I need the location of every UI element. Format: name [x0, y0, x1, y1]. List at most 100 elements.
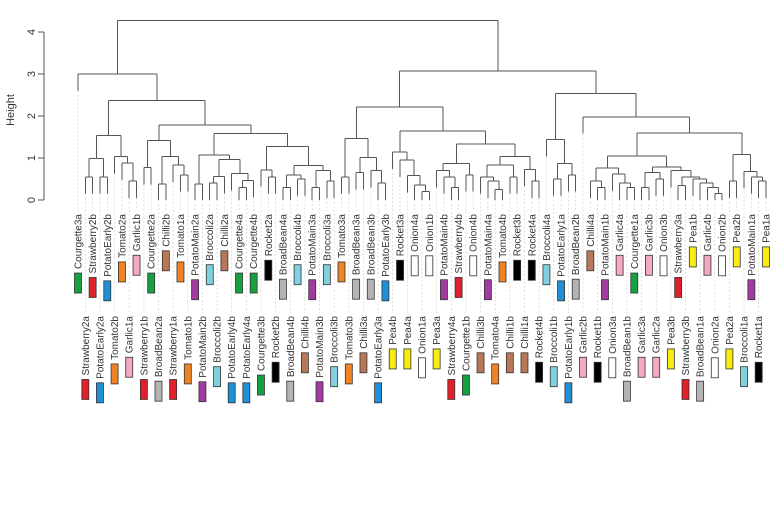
leaf-label: Pea4a: [403, 316, 414, 345]
crop-color-bar: [747, 279, 756, 301]
leaf-label: Strawberry2a: [81, 316, 92, 376]
leaf-label: PotatoEarly4a: [242, 316, 253, 379]
crop-color-bar: [440, 279, 448, 301]
leaf-label: Onion1a: [418, 316, 429, 354]
leaf-label: Pea2a: [725, 316, 736, 345]
crop-color-bar: [732, 246, 741, 268]
leaf-label: Pea3b: [666, 316, 677, 345]
leaf-label: Garlic4a: [615, 214, 626, 252]
crop-color-bar: [110, 363, 119, 385]
leaf-label: Garlic2b: [579, 316, 590, 354]
leaf-label: Tomato4b: [498, 214, 509, 258]
leaf-label: PotatoMain4b: [439, 214, 450, 276]
crop-color-bar: [81, 379, 90, 400]
leaf-label: PotatoEarly1a: [557, 214, 568, 277]
crop-color-bar: [88, 277, 97, 298]
leaf-label: Onion2b: [718, 214, 729, 252]
leaf-label: Chilli2b: [161, 214, 172, 247]
leaf-label: Rocket3a: [396, 214, 407, 257]
y-tick-label: 3: [26, 71, 38, 77]
crop-color-bar: [615, 254, 624, 276]
crop-color-bar: [161, 250, 170, 272]
crop-color-bar: [571, 278, 580, 300]
crop-color-bar: [213, 366, 221, 388]
crop-color-bar: [637, 356, 646, 378]
crop-color-bar: [147, 272, 156, 294]
crop-color-bar: [264, 259, 273, 281]
crop-color-bar: [279, 278, 287, 300]
crop-color-bar: [103, 280, 112, 302]
leaf-label: Chilli4a: [586, 214, 597, 247]
leaf-label: Broccoli1b: [549, 316, 560, 363]
leaf-labels: Courgette3a Strawberry2a Strawberry2b Potat…: [74, 214, 773, 404]
crop-color-bar: [601, 279, 609, 301]
crop-color-bar: [703, 254, 712, 276]
crop-color-bar: [666, 348, 675, 370]
crop-color-bar: [242, 382, 251, 404]
crop-color-bar: [630, 272, 639, 294]
leaf-label: Tomato2b: [110, 316, 121, 360]
crop-color-bar: [118, 261, 126, 283]
leaf-label: Strawberry3a: [674, 214, 685, 274]
crop-color-bar: [220, 250, 229, 272]
leaf-label: Courgette1b: [461, 316, 472, 371]
leaf-label: Garlic1b: [132, 214, 143, 252]
crop-color-bar: [403, 348, 412, 370]
crop-color-bar: [644, 254, 653, 276]
crop-color-bar: [359, 352, 368, 374]
leaf-label: BroadBean2b: [571, 214, 582, 276]
crop-color-bar: [535, 361, 544, 383]
crop-color-bar: [762, 246, 770, 268]
crop-color-bar: [257, 374, 265, 396]
leaf-label: Strawberry3b: [681, 316, 692, 376]
crop-color-bar: [696, 380, 705, 402]
crop-color-bar: [586, 250, 595, 272]
crop-color-bar: [396, 259, 404, 281]
leaf-label: BroadBean4a: [278, 214, 289, 276]
dendrogram-tree: [77, 20, 767, 313]
leaf-label: Chilli3a: [359, 316, 370, 349]
crop-color-bar: [74, 272, 82, 294]
crop-color-bar: [462, 374, 470, 396]
crop-color-bar: [183, 363, 192, 385]
leaf-label: Chilli4b: [300, 316, 311, 349]
crop-color-bar: [315, 381, 324, 403]
leaf-label: Strawberry4a: [447, 316, 458, 376]
leaf-label: Chilli1a: [520, 316, 531, 349]
leaf-label: Broccoli2a: [205, 214, 216, 261]
crop-color-bar: [623, 380, 631, 402]
leaf-label: Chilli3b: [476, 316, 487, 349]
leaf-label: Courgette1a: [630, 214, 641, 269]
leaf-label: PotatoEarly1b: [564, 316, 575, 379]
leaf-label: Rocket2a: [264, 214, 275, 257]
crop-color-bar: [557, 280, 565, 302]
crop-color-bar: [549, 366, 558, 388]
crop-color-bar: [344, 363, 353, 385]
crop-color-bar: [527, 259, 536, 281]
crop-color-bar: [169, 379, 178, 400]
crop-color-bar: [330, 366, 339, 388]
y-axis: 0 1 2 3 4: [26, 29, 45, 203]
crop-color-bar: [498, 261, 507, 283]
leaf-label: Rocket4a: [527, 214, 538, 257]
leaf-label: PotatoEarly3a: [374, 316, 385, 379]
crop-color-bar: [659, 255, 668, 277]
crop-color-bar: [754, 361, 763, 383]
leaf-label: Rocket1a: [754, 316, 765, 359]
crop-color-bar: [176, 261, 185, 283]
leaf-label: PotatoMain3a: [308, 214, 319, 276]
leaf-label: PotatoMain3b: [315, 316, 326, 378]
leaf-label: Onion3b: [659, 214, 670, 252]
leaf-label: Courgette4a: [235, 214, 246, 269]
crop-color-bar: [381, 280, 390, 302]
leaf-label: PotatoEarly4b: [227, 316, 238, 379]
crop-color-bar: [374, 382, 382, 404]
leaf-label: Broccoli4a: [542, 214, 553, 261]
crop-color-bar: [454, 277, 463, 298]
leaf-label: Pea1b: [688, 214, 699, 243]
leaf-label: Garlic4b: [703, 214, 714, 252]
crop-color-bar: [139, 379, 148, 400]
crop-color-bar: [725, 348, 734, 370]
leaf-label: Broccoli2b: [213, 316, 224, 363]
leaf-label: Rocket1b: [593, 316, 604, 359]
